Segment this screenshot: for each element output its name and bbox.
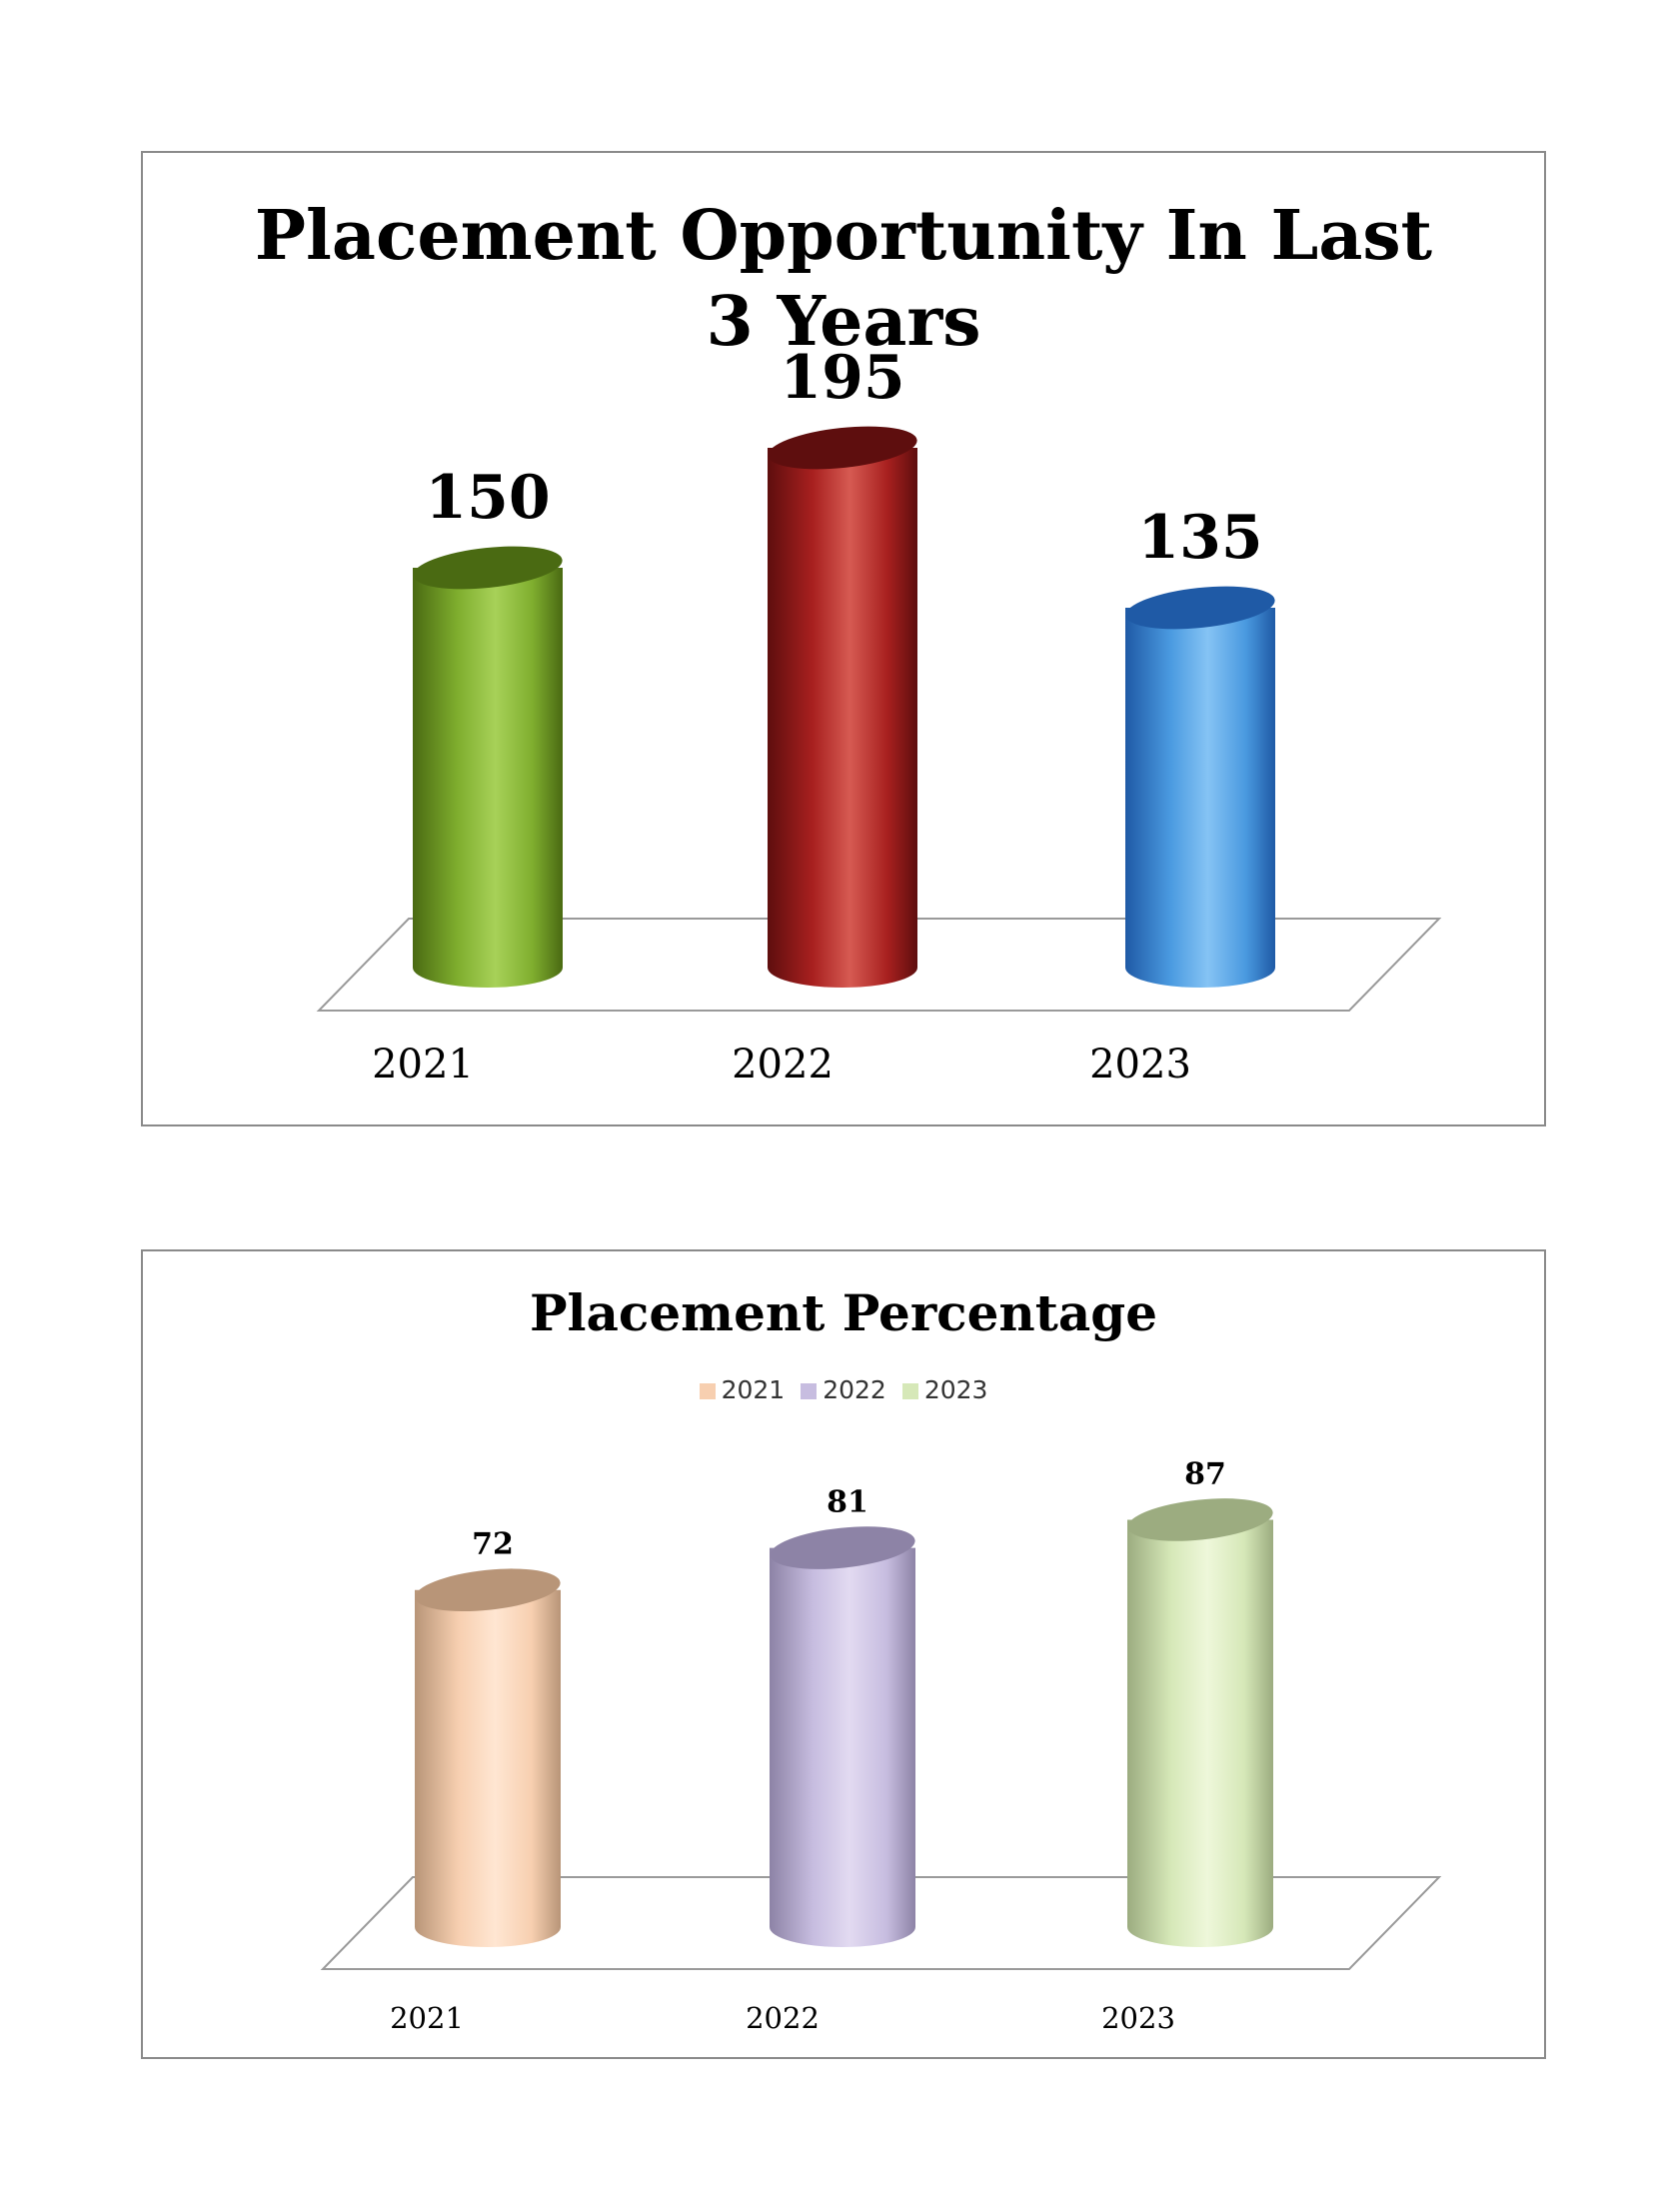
chart-legend: 2021 2022 2023 [143,1375,1544,1404]
bar-top [415,1568,561,1612]
legend-swatch [901,1383,918,1399]
x-tick-label-2022: 2022 [732,1042,834,1088]
x-tick-label-2023: 2023 [1089,1042,1191,1088]
bar-body [415,1589,561,1947]
data-label-2022: 81 [827,1485,868,1520]
bar-body [413,568,563,988]
bar-top [1127,1498,1273,1541]
legend-swatch [801,1383,818,1399]
placement-opportunity-chart: Placement Opportunity In Last 3 Years 15… [141,151,1546,1126]
x-tick-label-2022: 2022 [746,2001,820,2035]
legend-label: 2021 [721,1375,786,1404]
data-label-2023: 135 [1137,503,1262,573]
legend-item-2021: 2021 [699,1375,786,1404]
x-tick-label-2021: 2021 [390,2001,464,2035]
legend-item-2022: 2022 [801,1375,886,1404]
bar-body [1125,608,1275,988]
bar-top [1125,586,1275,630]
data-label-2022: 195 [780,343,904,413]
bar-2022 [770,1526,915,1947]
data-label-2021: 150 [425,463,550,533]
bar-top [770,1526,915,1569]
legend-swatch [699,1383,716,1399]
bar-top [413,546,563,590]
data-label-2021: 72 [472,1527,514,1562]
x-tick-label-2023: 2023 [1101,2001,1175,2035]
bar-top [768,426,917,470]
chart-title: Placement Opportunity In Last 3 Years [143,193,1544,365]
bar-2023 [1127,1498,1273,1947]
x-tick-label-2021: 2021 [372,1042,474,1088]
bar-2022 [768,426,917,988]
bar-2021 [413,546,563,988]
chart-title-line-2: 3 Years [706,282,981,362]
chart-title-line-1: Placement Opportunity In Last [254,196,1433,276]
chart-title: Placement Percentage [529,1283,1158,1342]
bar-body [1127,1519,1273,1947]
legend-label: 2022 [823,1375,886,1404]
legend-label: 2023 [923,1375,988,1404]
bar-body [768,448,917,988]
placement-percentage-chart: Placement Percentage 2021 2022 2023 72 2021… [141,1249,1546,2059]
bar-body [770,1547,915,1947]
placement-opportunity-plot: 150 2021 195 2022 135 2023 [316,343,1442,1088]
bar-2023 [1125,586,1275,988]
data-label-2023: 87 [1184,1456,1226,1491]
placement-percentage-plot: 72 2021 81 2022 87 2023 [320,1456,1442,2035]
bar-2021 [415,1568,561,1947]
legend-item-2023: 2023 [901,1375,988,1404]
